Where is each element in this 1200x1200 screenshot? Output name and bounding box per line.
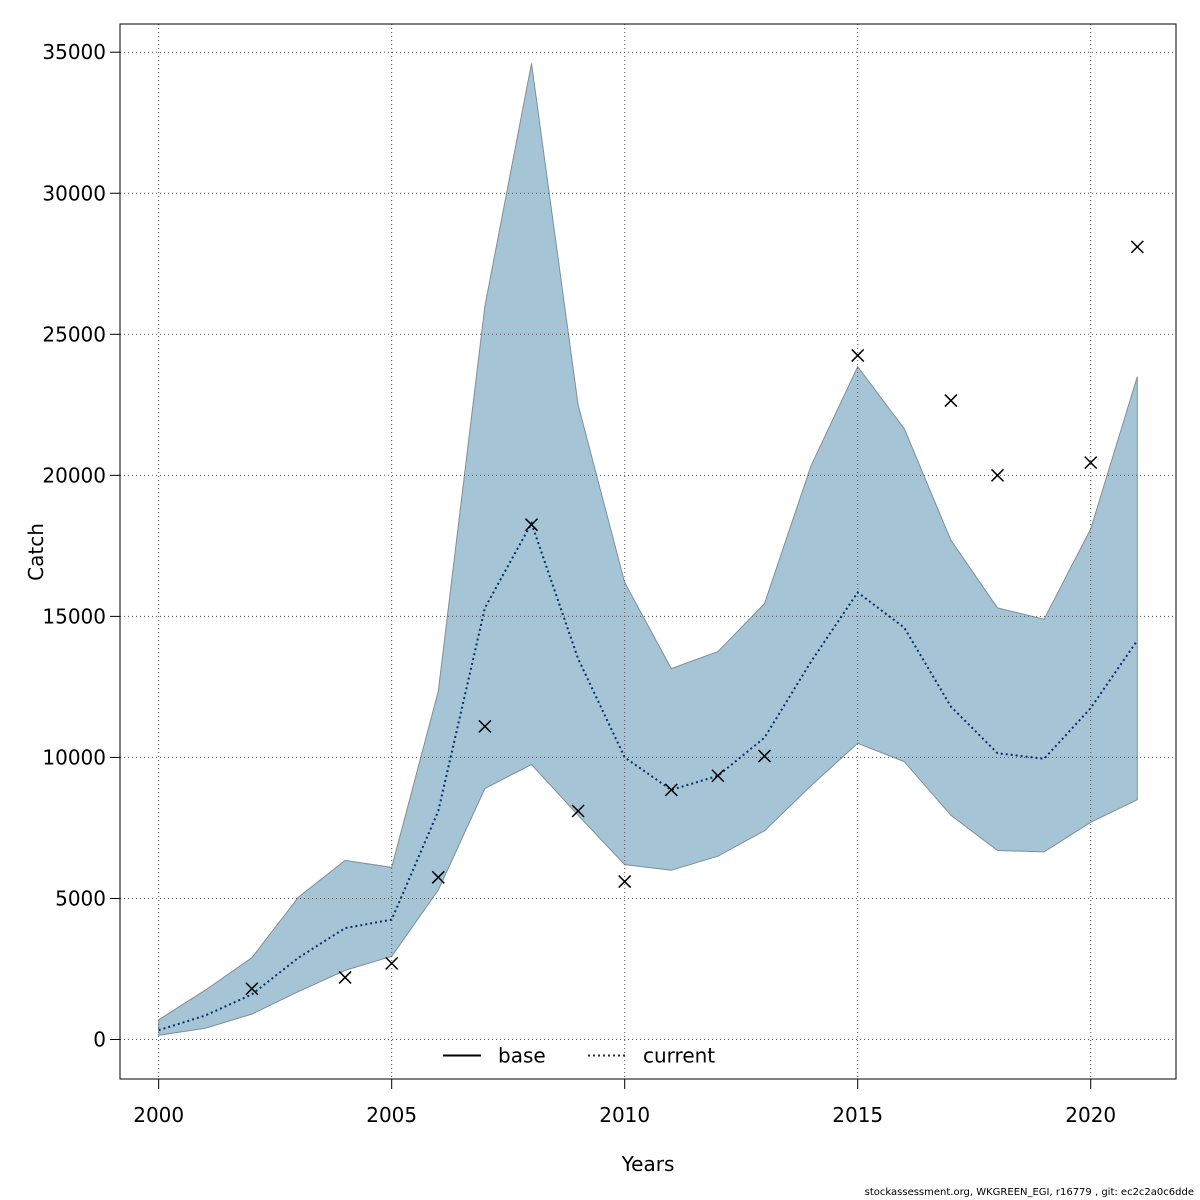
legend-item-base: base xyxy=(443,1044,546,1068)
y-tick-label: 25000 xyxy=(42,322,106,346)
observation-point xyxy=(711,769,725,783)
footer-caption: stockassessment.org, WKGREEN_EGI, r16779… xyxy=(864,1187,1194,1198)
legend-item-current: current xyxy=(588,1044,715,1068)
observation-point xyxy=(431,870,445,884)
observation-point xyxy=(338,970,352,984)
observation-point xyxy=(245,982,259,996)
x-tick-label: 2000 xyxy=(133,1103,184,1127)
y-tick-label: 35000 xyxy=(42,40,106,64)
observation-point xyxy=(944,394,958,408)
x-tick-label: 2010 xyxy=(599,1103,650,1127)
observation-point xyxy=(571,804,585,818)
observation-point xyxy=(1084,456,1098,470)
y-tick-label: 30000 xyxy=(42,181,106,205)
observation-point xyxy=(990,468,1005,482)
x-tick-label: 2020 xyxy=(1065,1103,1116,1127)
y-tick-label: 20000 xyxy=(42,463,106,487)
plot-frame xyxy=(119,23,1177,1080)
observation-point xyxy=(618,875,632,889)
observation-point xyxy=(851,348,865,362)
x-tick-label: 2005 xyxy=(366,1103,417,1127)
observation-point xyxy=(757,749,772,763)
legend-label: base xyxy=(498,1044,546,1068)
y-tick-label: 0 xyxy=(93,1028,106,1052)
y-tick-label: 15000 xyxy=(42,604,106,628)
observation-point xyxy=(664,783,678,797)
y-tick-label: 5000 xyxy=(55,886,106,910)
x-tick-label: 2015 xyxy=(832,1103,883,1127)
y-axis-title: Catch xyxy=(24,523,48,581)
x-axis-title: Years xyxy=(621,1152,675,1176)
observation-point xyxy=(385,956,399,970)
legend-label: current xyxy=(643,1044,715,1068)
observation-point xyxy=(1130,240,1144,254)
series-line-current xyxy=(158,520,1139,1032)
observation-point xyxy=(524,518,539,532)
confidence-band xyxy=(158,63,1138,1036)
y-tick-label: 10000 xyxy=(42,745,106,769)
observation-point xyxy=(478,719,492,733)
